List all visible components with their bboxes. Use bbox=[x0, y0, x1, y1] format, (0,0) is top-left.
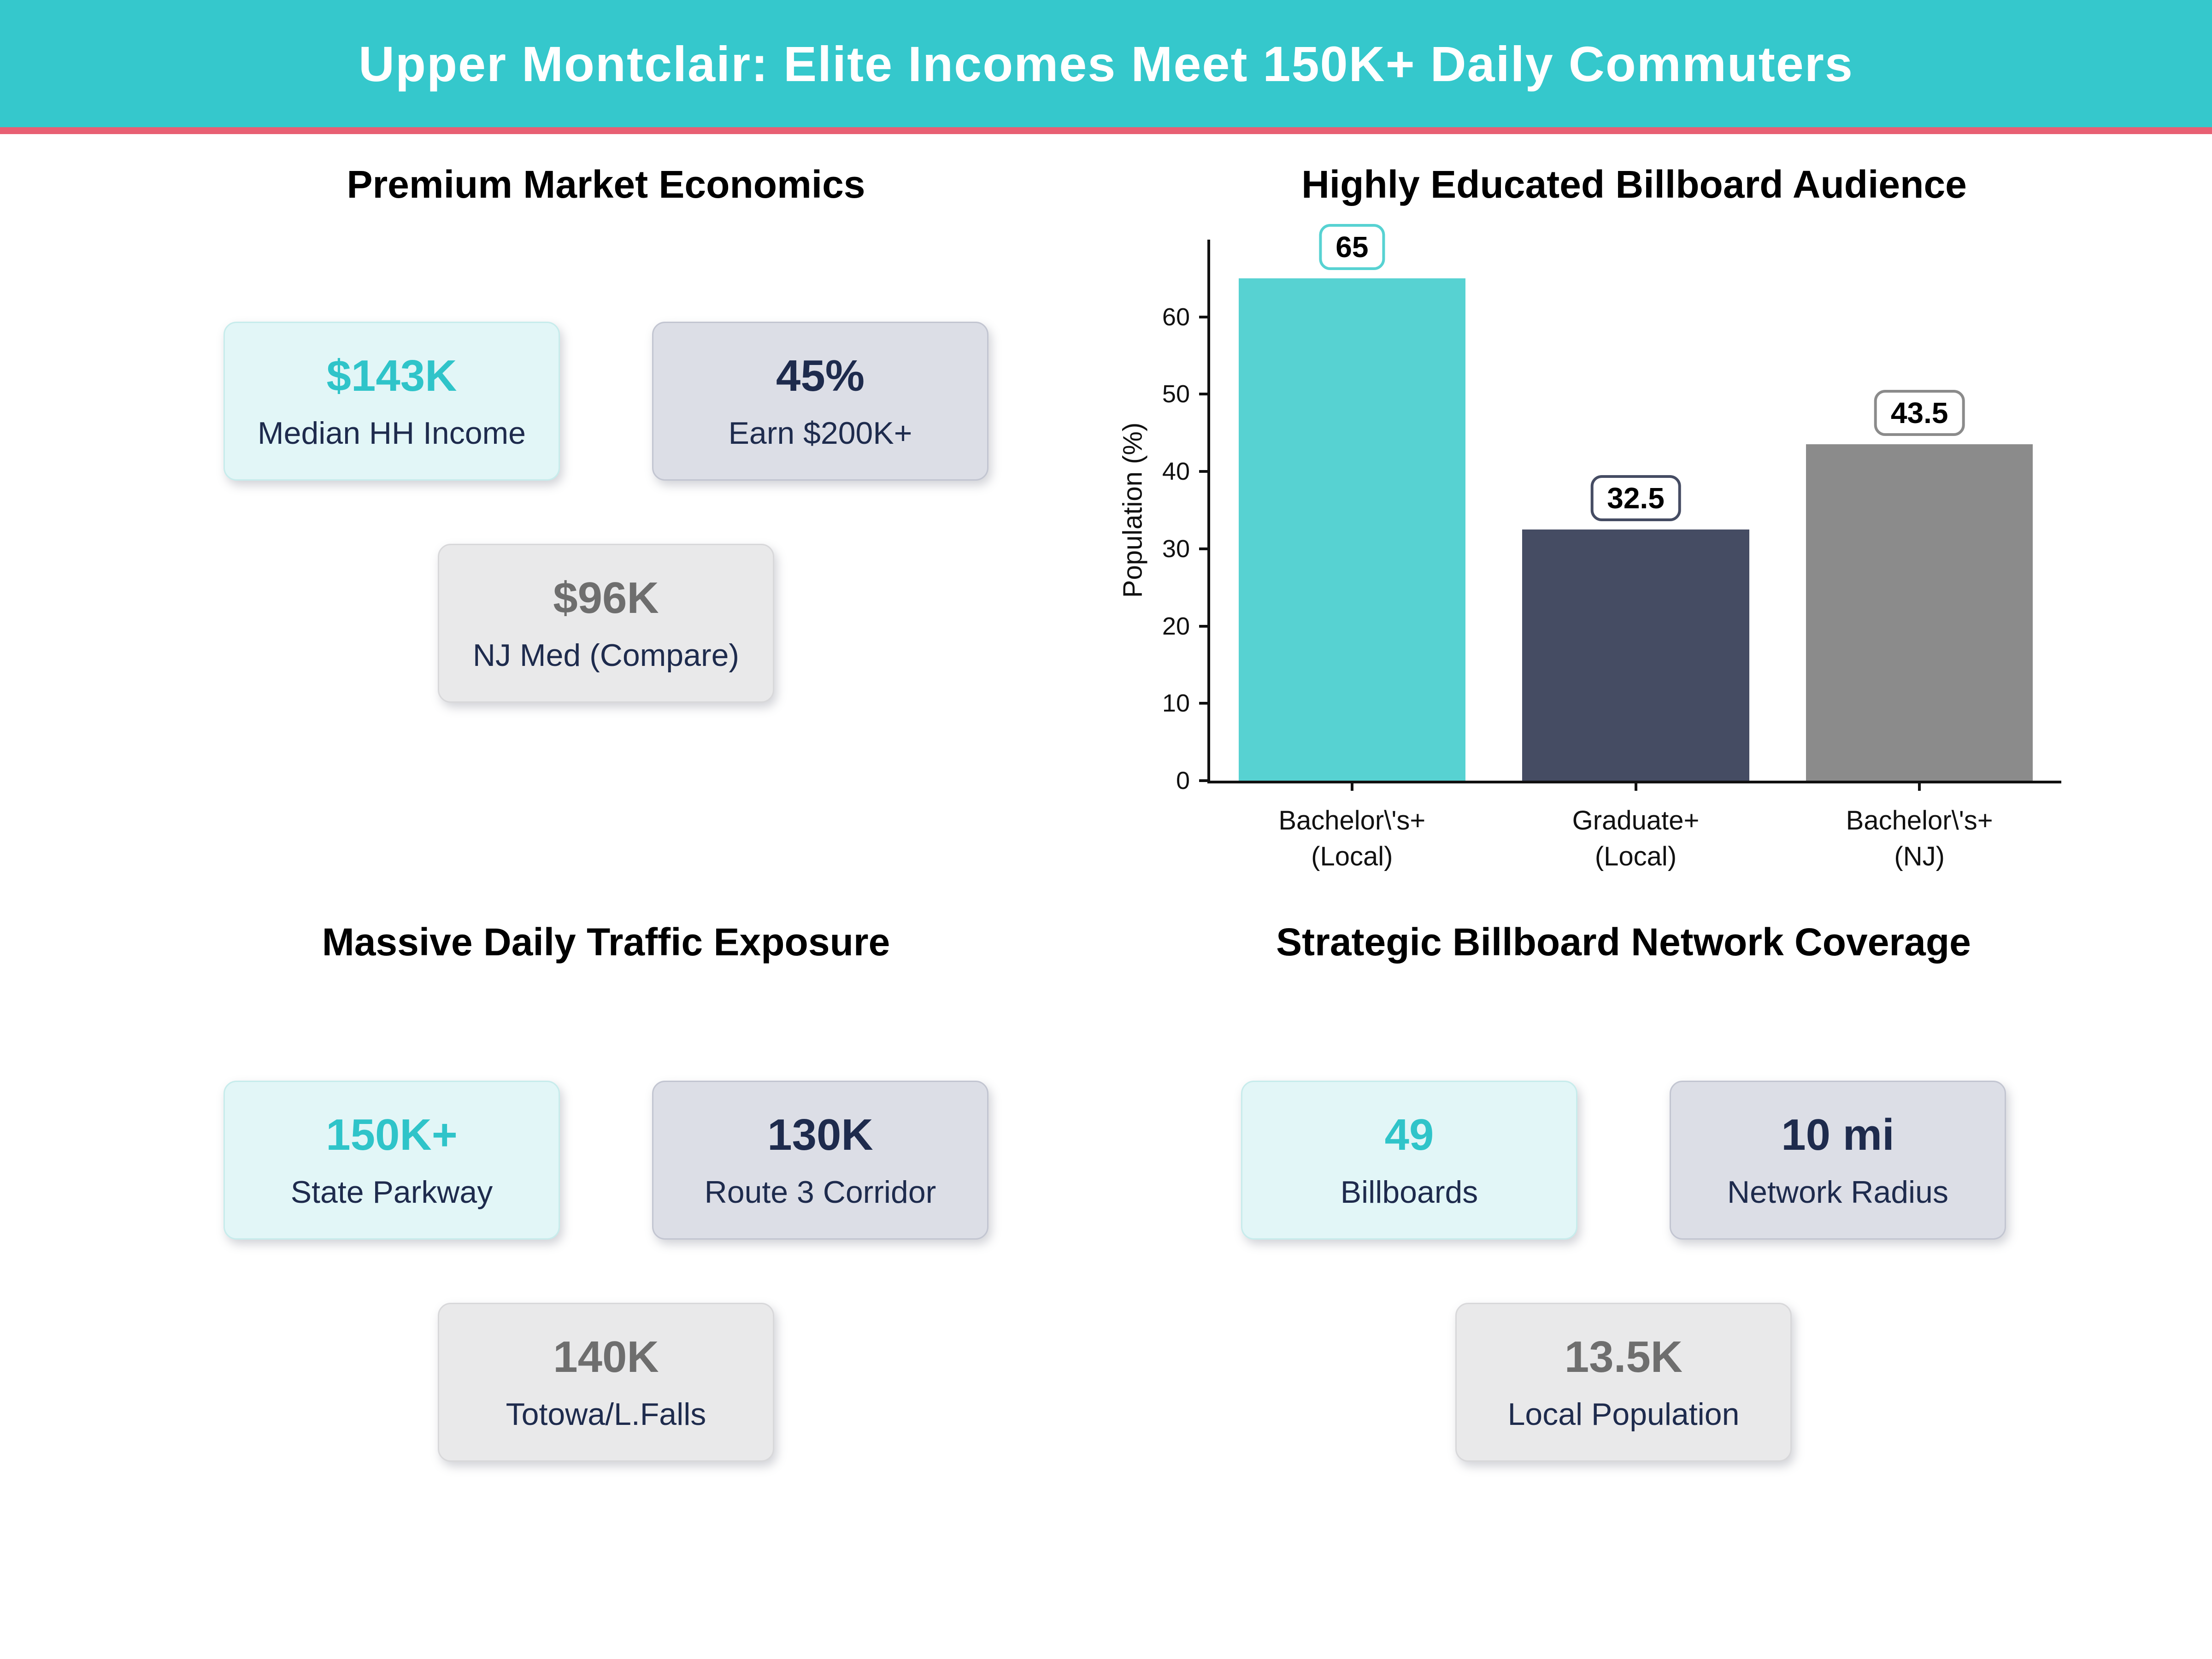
stat-value: $96K bbox=[553, 573, 659, 623]
education-chart: Highly Educated Billboard Audience Popul… bbox=[1106, 132, 2212, 903]
stat-value: 140K bbox=[553, 1332, 659, 1382]
bar-value-label: 43.5 bbox=[1874, 390, 1965, 436]
x-tick-label: Bachelor\'s+ (NJ) bbox=[1846, 806, 1993, 872]
y-tick: 50 bbox=[1089, 380, 1210, 408]
stat-label: Median HH Income bbox=[257, 415, 526, 451]
stat-value: 49 bbox=[1384, 1110, 1434, 1159]
y-tick: 20 bbox=[1089, 612, 1210, 640]
bar-value-label: 65 bbox=[1319, 224, 1385, 270]
y-tick: 40 bbox=[1089, 458, 1210, 485]
section-title-traffic: Massive Daily Traffic Exposure bbox=[322, 920, 890, 964]
stat-card-totowa: 140K Totowa/L.Falls bbox=[438, 1303, 774, 1462]
stat-label: Earn $200K+ bbox=[728, 415, 912, 451]
stat-label: State Parkway bbox=[290, 1174, 493, 1210]
stat-card-nj-median: $96K NJ Med (Compare) bbox=[438, 544, 774, 703]
x-tick bbox=[1634, 781, 1637, 791]
section-title-economics: Premium Market Economics bbox=[347, 163, 865, 206]
stat-card-median-income: $143K Median HH Income bbox=[224, 322, 560, 481]
chart-plot-area: Population (%) 0 10 20 30 40 50 60 65 32… bbox=[1118, 224, 2061, 871]
stat-value: 13.5K bbox=[1564, 1332, 1683, 1382]
stat-label: Local Population bbox=[1507, 1396, 1740, 1432]
chart-title: Highly Educated Billboard Audience bbox=[1301, 163, 1967, 206]
stat-card-earn-200k: 45% Earn $200K+ bbox=[652, 322, 988, 481]
y-tick: 10 bbox=[1089, 689, 1210, 717]
section-title-coverage: Strategic Billboard Network Coverage bbox=[1276, 920, 1971, 964]
bar-bachelors-local: 65 bbox=[1238, 224, 1466, 781]
header-banner: Upper Montclair: Elite Incomes Meet 150K… bbox=[0, 0, 2212, 127]
y-tick: 0 bbox=[1089, 767, 1210, 794]
stat-value: 130K bbox=[767, 1110, 873, 1159]
stat-label: Network Radius bbox=[1727, 1174, 1948, 1210]
y-tick: 30 bbox=[1089, 535, 1210, 563]
stat-label: Billboards bbox=[1340, 1174, 1478, 1210]
stat-card-route3: 130K Route 3 Corridor bbox=[652, 1081, 988, 1240]
stat-card-billboards: 49 Billboards bbox=[1241, 1081, 1577, 1240]
y-axis-label: Population (%) bbox=[1118, 422, 1148, 598]
x-tick bbox=[1918, 781, 1921, 791]
stat-value: $143K bbox=[326, 351, 457, 400]
header-accent-bar bbox=[0, 127, 2212, 134]
stat-card-network-radius: 10 mi Network Radius bbox=[1670, 1081, 2006, 1240]
stat-label: Totowa/L.Falls bbox=[506, 1396, 706, 1432]
stat-value: 45% bbox=[776, 351, 865, 400]
stat-value: 10 mi bbox=[1781, 1110, 1894, 1159]
bar-bachelors-nj: 43.5 bbox=[1806, 390, 2033, 781]
stat-card-local-population: 13.5K Local Population bbox=[1455, 1303, 1792, 1462]
bar-graduate-local: 32.5 bbox=[1522, 475, 1749, 781]
stat-card-state-parkway: 150K+ State Parkway bbox=[224, 1081, 560, 1240]
stat-label: NJ Med (Compare) bbox=[472, 637, 740, 673]
x-tick-label: Graduate+ (Local) bbox=[1572, 806, 1700, 872]
x-tick-label: Bachelor\'s+ (Local) bbox=[1278, 806, 1426, 872]
stat-value: 150K+ bbox=[326, 1110, 458, 1159]
y-tick: 60 bbox=[1089, 303, 1210, 331]
x-tick bbox=[1350, 781, 1353, 791]
bar-value-label: 32.5 bbox=[1590, 475, 1681, 521]
stat-label: Route 3 Corridor bbox=[704, 1174, 936, 1210]
page-title: Upper Montclair: Elite Incomes Meet 150K… bbox=[359, 35, 1853, 92]
